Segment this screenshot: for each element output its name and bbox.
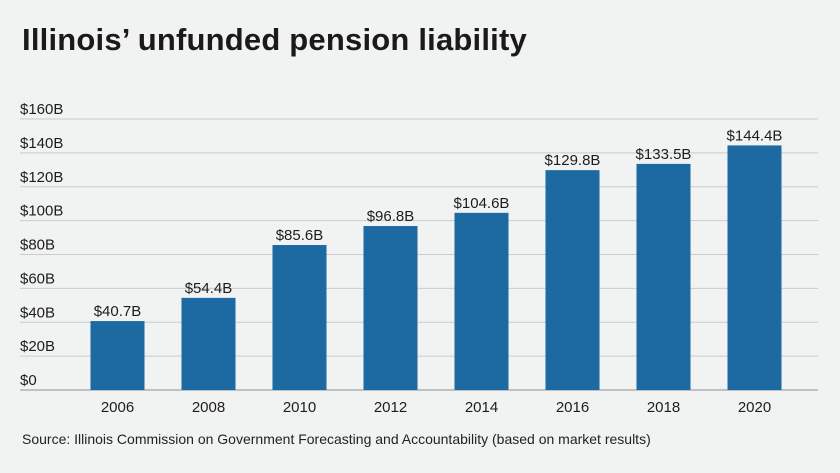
x-tick-label: 2020 [738,399,771,416]
bars [90,145,782,390]
y-tick-label: $160B [20,101,63,118]
bar-2018 [636,163,691,390]
data-label: $96.8B [367,208,415,225]
x-tick-label: 2018 [647,399,680,416]
y-tick-label: $20B [20,338,55,355]
x-tick-label: 2010 [283,399,316,416]
bar-2016 [545,170,600,390]
data-label: $104.6B [454,195,510,212]
bar-2008 [181,297,236,390]
y-tick-label: $140B [20,135,63,152]
y-tick-label: $40B [20,304,55,321]
x-tick-label: 2008 [192,399,225,416]
data-label: $129.8B [545,152,601,169]
x-tick-label: 2016 [556,399,589,416]
source-note: Source: Illinois Commission on Governmen… [22,431,651,447]
x-tick-label: 2006 [101,399,134,416]
bar-2012 [363,226,418,390]
x-tick-label: 2012 [374,399,407,416]
data-label: $85.6B [276,227,324,244]
data-label: $40.7B [94,303,142,320]
bar-2014 [454,212,509,390]
bar-2020 [727,145,782,390]
y-tick-label: $0 [20,372,37,389]
y-tick-label: $60B [20,270,55,287]
y-tick-label: $100B [20,203,63,220]
data-label: $144.4B [727,127,783,144]
data-labels: $40.7B $54.4B $85.6B $96.8B $104.6B $129.8B $1… [94,127,783,320]
bar-2010 [272,245,327,390]
bar-2006 [90,321,145,390]
x-axis-tick-labels: 2006 2008 2010 2012 2014 2016 2018 2020 [101,399,771,416]
data-label: $133.5B [636,146,692,163]
y-tick-label: $120B [20,169,63,186]
y-tick-label: $80B [20,237,55,254]
data-label: $54.4B [185,280,233,297]
chart-title: Illinois’ unfunded pension liability [22,22,527,57]
x-tick-label: 2014 [465,399,498,416]
y-axis-tick-labels: $0 $20B $40B $60B $80B $100B $120B $140B $160B [20,101,63,389]
